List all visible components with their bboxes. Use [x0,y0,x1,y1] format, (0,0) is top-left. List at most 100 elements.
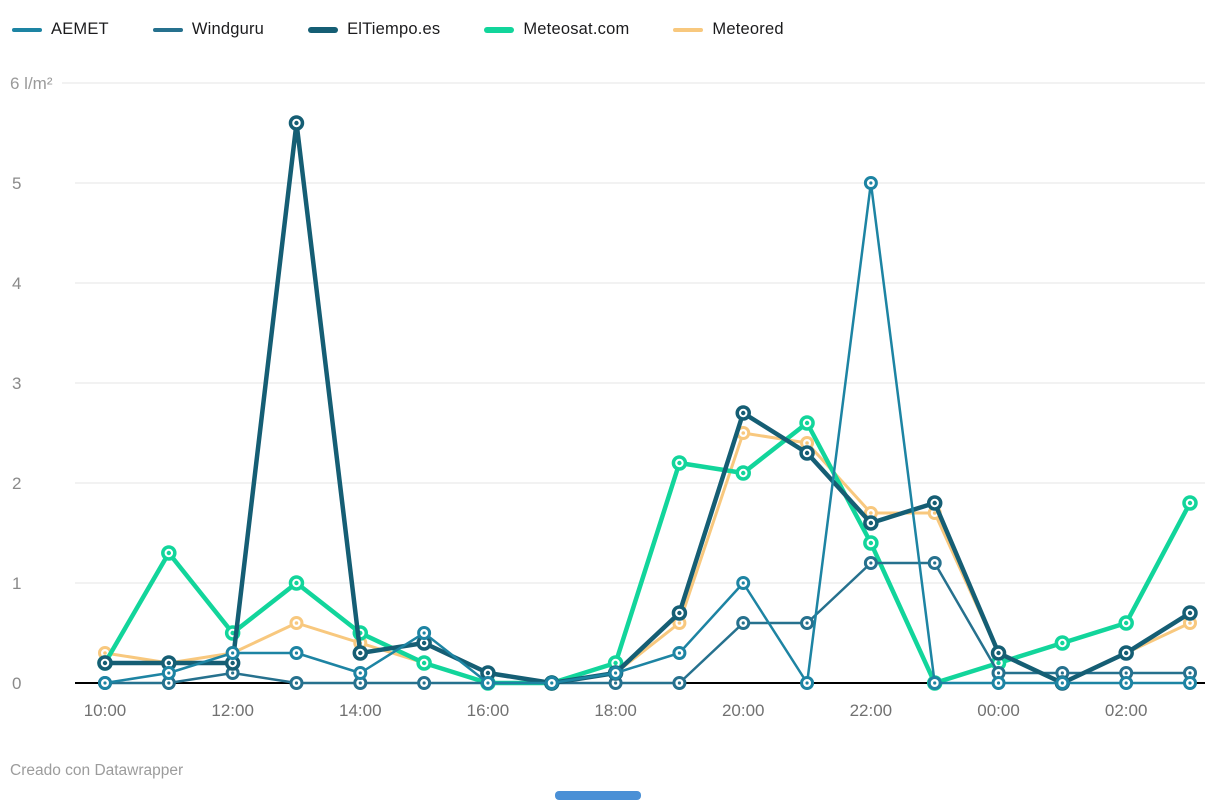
data-point-center-dot [741,581,745,585]
legend-swatch-icon [12,27,42,32]
data-point-center-dot [677,651,682,655]
data-point-center-dot [996,650,1001,656]
data-point-center-dot [1124,671,1128,675]
y-tick-label: 4 [12,274,21,293]
series-eltiempo-es [97,115,1198,691]
data-point-center-dot [805,441,809,445]
data-point-center-dot [166,660,172,666]
legend-swatch-icon [152,27,183,32]
data-point-center-dot [358,681,362,685]
data-point-center-dot [358,671,362,675]
data-point-center-dot [804,420,810,426]
x-axis-tick-labels: 10:00 12:00 14:00 16:00 18:00 20:00 22:00 00:00… [84,701,1148,720]
data-point-center-dot [486,681,490,685]
x-tick-label: 02:00 [1105,701,1148,720]
data-point-center-dot [294,580,299,586]
legend-item-meteored[interactable]: Meteored [673,20,784,39]
datawrapper-credit-link[interactable]: Creado con Datawrapper [10,762,184,779]
data-point-center-dot [102,660,108,666]
data-point-center-dot [741,470,746,476]
data-point-center-dot [167,681,171,685]
data-point-center-dot [741,410,746,416]
data-point-center-dot [421,640,427,646]
y-tick-label: 5 [12,174,21,193]
data-point-center-dot [868,540,874,546]
legend-label: AEMET [51,20,109,38]
data-point-center-dot [804,450,810,456]
legend-label: Windguru [191,20,265,38]
legend-swatch-icon [484,26,515,33]
data-point-center-dot [294,120,299,126]
y-tick-label: 1 [12,574,21,593]
legend-item-windguru[interactable]: Windguru [152,20,265,39]
data-point-center-dot [231,651,235,655]
legend-swatch-icon [673,27,704,32]
legend-label: Meteored [712,20,784,38]
x-tick-label: 16:00 [467,701,510,720]
data-point-center-dot [613,671,618,675]
chart-legend: AEMET Windguru ElTiempo.es Meteosat.com Mete… [12,20,784,39]
data-point-center-dot [996,660,1001,666]
data-point-center-dot [1188,671,1192,675]
x-tick-label: 10:00 [84,701,127,720]
data-point-center-dot [1187,500,1193,506]
data-point-center-dot [166,550,172,556]
data-point-center-dot [1060,681,1064,685]
data-point-center-dot [421,660,427,666]
data-point-center-dot [869,511,873,515]
data-point-center-dot [1188,681,1192,685]
data-point-center-dot [550,681,554,685]
series-line [103,181,1192,685]
legend-label: ElTiempo.es [347,20,441,38]
data-point-center-dot [103,681,107,685]
legend-item-eltiempo-es[interactable]: ElTiempo.es [308,20,440,39]
data-point-center-dot [741,431,746,435]
legend-swatch-icon [308,26,339,33]
data-point-center-dot [1188,621,1192,625]
data-point-center-dot [103,651,107,655]
data-point-center-dot [1187,610,1193,616]
data-point-center-dot [230,660,235,666]
x-tick-label: 22:00 [850,701,893,720]
data-point-center-dot [677,681,682,685]
x-tick-label: 20:00 [722,701,765,720]
data-point-center-dot [1060,640,1065,646]
x-tick-label: 12:00 [211,701,254,720]
data-point-center-dot [996,681,1001,685]
data-point-center-dot [1123,620,1129,626]
data-point-center-dot [933,561,937,565]
x-tick-label: 00:00 [977,701,1020,720]
y-tick-label: 2 [12,474,21,493]
data-point-center-dot [294,621,299,625]
data-point-center-dot [677,460,682,466]
y-tick-label: 0 [12,674,21,693]
data-point-center-dot [1123,650,1129,656]
y-axis-unit-label: 6 l/m² [10,74,53,93]
data-point-center-dot [741,621,745,625]
series-line [102,120,1193,686]
legend-item-meteosat-com[interactable]: Meteosat.com [484,20,629,39]
data-point-center-dot [677,610,682,616]
series-line [103,561,1192,685]
data-point-center-dot [294,651,299,655]
data-point-center-dot [677,621,682,625]
legend-item-aemet[interactable]: AEMET [12,20,109,39]
series-aemet [98,176,1197,690]
data-point-center-dot [231,671,235,675]
data-point-center-dot [167,671,171,675]
data-point-center-dot [869,181,873,185]
data-point-center-dot [933,681,937,685]
x-tick-label: 14:00 [339,701,382,720]
data-point-center-dot [1124,681,1128,685]
data-point-center-dot [868,520,874,526]
data-point-center-dot [358,650,363,656]
gridlines [62,82,1205,584]
scrollbar-thumb[interactable] [555,791,641,800]
y-axis-tick-labels: 0 1 2 3 4 5 [12,174,21,693]
data-point-center-dot [422,631,426,635]
x-tick-label: 18:00 [594,701,637,720]
data-point-center-dot [1060,671,1064,675]
y-tick-label: 3 [12,374,21,393]
data-point-center-dot [613,660,618,666]
